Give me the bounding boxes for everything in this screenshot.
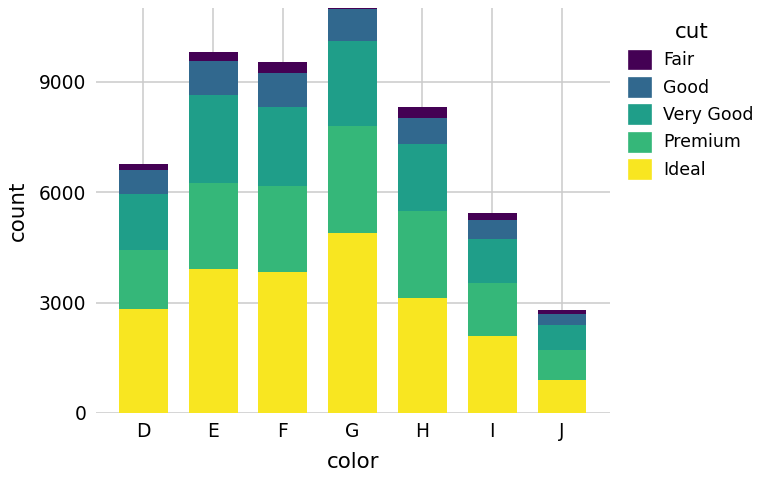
Bar	[119, 250, 167, 309]
Bar	[538, 350, 587, 380]
Bar	[189, 269, 237, 413]
Bar	[328, 126, 377, 233]
Bar	[259, 107, 307, 186]
Bar	[398, 144, 447, 211]
Bar	[538, 380, 587, 413]
Bar	[328, 0, 377, 9]
Bar	[189, 60, 237, 95]
Bar	[119, 194, 167, 250]
Bar	[119, 164, 167, 169]
Bar	[259, 73, 307, 107]
Bar	[328, 9, 377, 41]
Bar	[538, 314, 587, 325]
Bar	[468, 220, 517, 239]
Bar	[468, 336, 517, 413]
Bar	[259, 272, 307, 413]
Bar	[538, 325, 587, 350]
Bar	[119, 309, 167, 413]
Bar	[398, 119, 447, 144]
Bar	[398, 107, 447, 119]
Bar	[538, 310, 587, 314]
Y-axis label: count: count	[8, 180, 28, 240]
Bar	[468, 283, 517, 336]
X-axis label: color: color	[326, 452, 379, 472]
Bar	[189, 95, 237, 183]
Bar	[468, 239, 517, 283]
Bar	[189, 52, 237, 60]
Bar	[259, 62, 307, 73]
Bar	[119, 169, 167, 194]
Bar	[189, 183, 237, 269]
Bar	[398, 298, 447, 413]
Bar	[328, 233, 377, 413]
Bar	[259, 186, 307, 272]
Bar	[328, 41, 377, 126]
Legend: Fair, Good, Very Good, Premium, Ideal: Fair, Good, Very Good, Premium, Ideal	[624, 17, 760, 184]
Bar	[398, 211, 447, 298]
Bar	[468, 214, 517, 220]
